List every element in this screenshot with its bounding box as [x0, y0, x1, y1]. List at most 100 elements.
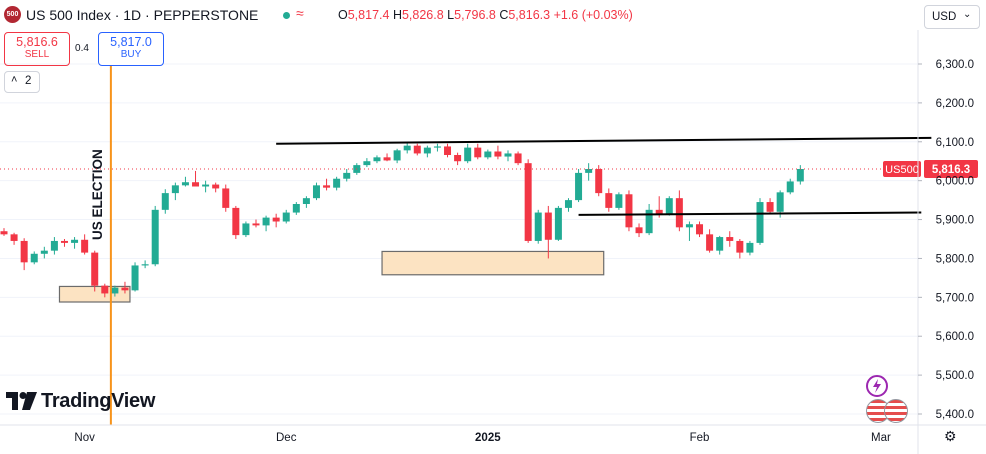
currency-select[interactable]: USD ⌄ — [924, 5, 980, 29]
candle-body[interactable] — [192, 182, 200, 187]
candle-body[interactable] — [202, 184, 210, 187]
candle-body[interactable] — [212, 184, 220, 189]
candle-body[interactable] — [282, 212, 290, 222]
support-zone[interactable] — [381, 250, 605, 276]
candle-body[interactable] — [141, 264, 149, 266]
candle-body[interactable] — [736, 240, 744, 253]
flash-icon[interactable] — [866, 375, 888, 397]
candle-body[interactable] — [0, 231, 8, 235]
last-price-badge — [924, 160, 978, 178]
candle-body[interactable] — [60, 240, 68, 243]
candle-body[interactable] — [292, 204, 300, 213]
candle-body[interactable] — [40, 250, 48, 254]
candle-body[interactable] — [585, 169, 593, 173]
candle-body[interactable] — [645, 209, 653, 234]
candle-body[interactable] — [161, 193, 169, 210]
candle-body[interactable] — [111, 287, 119, 294]
candle-body[interactable] — [101, 285, 109, 294]
candle-body[interactable] — [796, 169, 804, 182]
symbol-price-tag — [883, 161, 921, 177]
candle-body[interactable] — [171, 185, 179, 194]
trendline[interactable] — [276, 136, 932, 145]
symbol-title[interactable]: US 500 Index · 1D · PEPPERSTONE — [26, 7, 259, 23]
candle-body[interactable] — [71, 239, 79, 243]
candle-body[interactable] — [383, 157, 391, 161]
candle-body[interactable] — [444, 146, 452, 155]
candle-body[interactable] — [323, 185, 331, 188]
candle-body[interactable] — [413, 145, 421, 154]
candle-body[interactable] — [554, 207, 562, 240]
candle-body[interactable] — [756, 202, 764, 243]
candle-body[interactable] — [423, 147, 431, 154]
candle-body[interactable] — [696, 224, 704, 235]
candle-body[interactable] — [474, 147, 482, 158]
candle-body[interactable] — [665, 198, 673, 214]
candle-body[interactable] — [242, 223, 250, 236]
candle-body[interactable] — [433, 146, 441, 148]
candle-body[interactable] — [746, 242, 754, 253]
candle-body[interactable] — [504, 153, 512, 157]
candle-body[interactable] — [252, 223, 260, 226]
candle-body[interactable] — [403, 145, 411, 151]
candle-body[interactable] — [605, 193, 613, 208]
candle-body[interactable] — [706, 234, 714, 251]
us-flag-icon[interactable] — [884, 399, 908, 423]
candle-body[interactable] — [20, 240, 28, 263]
candle-body[interactable] — [615, 194, 623, 208]
indicators-count: 2 — [25, 75, 32, 87]
wave-icon[interactable]: ≈ — [296, 5, 304, 21]
candle-body[interactable] — [131, 265, 139, 291]
symbol-logo[interactable]: 500 — [4, 6, 21, 23]
candle-body[interactable] — [484, 151, 492, 158]
candle-body[interactable] — [454, 155, 462, 162]
candle-body[interactable] — [262, 217, 270, 226]
candle-body[interactable] — [635, 227, 643, 234]
candle-body[interactable] — [494, 151, 502, 157]
candle-body[interactable] — [575, 172, 583, 201]
gear-icon[interactable]: ⚙ — [944, 428, 957, 444]
candle-body[interactable] — [181, 182, 189, 186]
candle-body[interactable] — [464, 147, 472, 162]
candle-body[interactable] — [534, 212, 542, 241]
candle-body[interactable] — [222, 188, 230, 208]
candle-body[interactable] — [564, 200, 572, 208]
candle-body[interactable] — [716, 237, 724, 251]
candle-body[interactable] — [333, 178, 341, 188]
candle-body[interactable] — [151, 209, 159, 265]
candle-body[interactable] — [625, 194, 633, 228]
market-open-indicator[interactable] — [283, 12, 290, 19]
y-tick-label: 6,200.0 — [936, 98, 974, 110]
candle-body[interactable] — [30, 253, 38, 263]
candle-body[interactable] — [302, 198, 310, 204]
candle-body[interactable] — [343, 172, 351, 179]
indicators-toggle-button[interactable]: ˄ 2 — [4, 71, 40, 93]
candle-body[interactable] — [544, 212, 552, 240]
buy-button[interactable]: 5,817.0 BUY — [98, 32, 164, 66]
candle-body[interactable] — [91, 252, 99, 286]
candle-body[interactable] — [232, 207, 240, 236]
candle-body[interactable] — [363, 161, 371, 166]
candle-body[interactable] — [766, 202, 774, 212]
candle-body[interactable] — [776, 192, 784, 212]
candle-body[interactable] — [524, 163, 532, 241]
sell-price: 5,816.6 — [16, 35, 58, 49]
candle-body[interactable] — [655, 209, 663, 214]
candle-body[interactable] — [786, 181, 794, 193]
sell-button[interactable]: 5,816.6 SELL — [4, 32, 70, 66]
candle-body[interactable] — [393, 150, 401, 161]
candle-body[interactable] — [726, 237, 734, 241]
candle-body[interactable] — [373, 157, 381, 162]
candle-body[interactable] — [81, 239, 89, 253]
candle-body[interactable] — [50, 240, 58, 251]
trendline[interactable] — [578, 211, 922, 216]
candle-body[interactable] — [514, 153, 522, 164]
candle-body[interactable] — [10, 234, 18, 241]
candle-body[interactable] — [675, 198, 683, 228]
candle-body[interactable] — [685, 224, 693, 228]
candle-body[interactable] — [312, 185, 320, 199]
candle-body[interactable] — [121, 287, 129, 291]
ohlc-close-key: C — [499, 8, 509, 22]
candle-body[interactable] — [595, 169, 603, 194]
candle-body[interactable] — [272, 217, 280, 222]
